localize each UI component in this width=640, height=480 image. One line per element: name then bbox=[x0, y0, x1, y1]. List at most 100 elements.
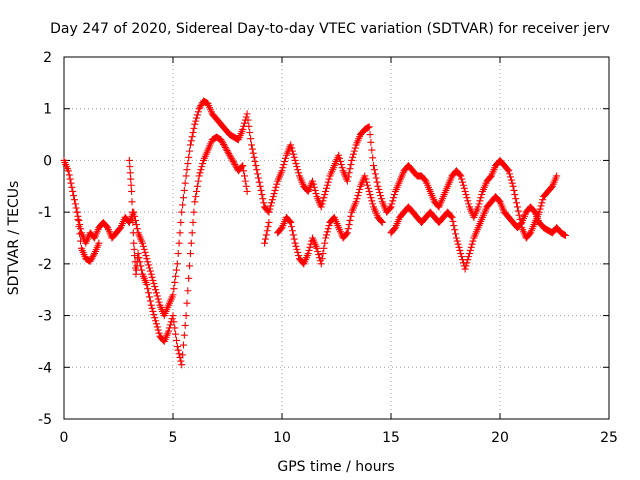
data-point-fill bbox=[537, 202, 545, 210]
data-point-fill bbox=[390, 194, 398, 202]
data-point-fill bbox=[189, 218, 197, 226]
data-point-fill bbox=[133, 225, 141, 233]
data-point-fill bbox=[266, 205, 274, 213]
data-point-fill bbox=[372, 174, 380, 182]
data-point bbox=[561, 231, 569, 239]
data-point bbox=[239, 125, 247, 133]
data-point-fill bbox=[318, 255, 326, 263]
data-point-fill bbox=[371, 170, 379, 178]
data-point-fill bbox=[190, 124, 198, 132]
x-tick-label: 15 bbox=[382, 430, 400, 446]
y-tick-label: -3 bbox=[38, 309, 52, 325]
data-point-fill bbox=[140, 245, 148, 253]
data-point-fill bbox=[290, 235, 298, 243]
data-point-fill bbox=[507, 176, 515, 184]
data-point bbox=[195, 172, 203, 180]
data-point-fill bbox=[495, 197, 503, 205]
data-point-fill bbox=[126, 163, 134, 171]
x-tick-label: 0 bbox=[60, 430, 69, 446]
data-point-fill bbox=[130, 245, 138, 253]
data-point bbox=[457, 250, 465, 258]
data-point-fill bbox=[65, 171, 73, 179]
data-point bbox=[169, 312, 177, 320]
data-point bbox=[152, 286, 160, 294]
data-point-fill bbox=[254, 174, 262, 182]
data-point-fill bbox=[271, 186, 279, 194]
data-point-fill bbox=[179, 351, 187, 359]
data-point-fill bbox=[180, 331, 188, 339]
data-point-fill bbox=[77, 237, 85, 245]
data-point-fill bbox=[349, 153, 357, 161]
data-point bbox=[221, 144, 229, 151]
data-point-fill bbox=[319, 197, 327, 205]
data-point-fill bbox=[181, 179, 189, 187]
data-point-fill bbox=[153, 292, 161, 300]
data-point bbox=[278, 167, 286, 175]
data-point-fill bbox=[189, 129, 197, 137]
data-point bbox=[186, 141, 194, 149]
data-point-fill bbox=[219, 139, 227, 147]
data-point-fill bbox=[145, 293, 153, 301]
data-point bbox=[173, 343, 181, 351]
data-point-fill bbox=[222, 145, 230, 153]
data-point-fill bbox=[463, 194, 471, 202]
x-axis-label: GPS time / hours bbox=[277, 459, 394, 475]
data-point-fill bbox=[314, 247, 322, 255]
data-point-fill bbox=[241, 119, 249, 127]
data-point-fill bbox=[511, 191, 519, 199]
data-point-fill bbox=[288, 223, 296, 231]
data-point-fill bbox=[377, 195, 385, 203]
data-point bbox=[178, 361, 186, 369]
data-point-fill bbox=[323, 181, 331, 189]
data-point-fill bbox=[366, 191, 374, 199]
data-point-fill bbox=[453, 237, 461, 245]
data-point bbox=[217, 136, 225, 144]
data-point-fill bbox=[246, 129, 254, 137]
data-point-fill bbox=[456, 246, 464, 254]
data-point-fill bbox=[319, 250, 327, 258]
data-point bbox=[317, 260, 325, 268]
data-point-fill bbox=[322, 184, 330, 192]
data-point-fill bbox=[530, 207, 538, 215]
data-point-fill bbox=[145, 261, 153, 269]
data-point bbox=[195, 105, 203, 113]
data-point bbox=[191, 198, 199, 206]
data-point-fill bbox=[295, 169, 303, 177]
data-point-fill bbox=[324, 225, 332, 233]
data-point-fill bbox=[183, 299, 191, 307]
data-point-fill bbox=[131, 212, 139, 220]
data-point-fill bbox=[281, 154, 289, 162]
data-point-fill bbox=[292, 160, 300, 168]
data-point bbox=[370, 162, 378, 170]
x-tick-label: 10 bbox=[273, 430, 291, 446]
data-point-fill bbox=[367, 138, 375, 146]
data-point bbox=[509, 182, 517, 190]
data-point-fill bbox=[174, 250, 182, 258]
data-point-fill bbox=[337, 161, 345, 169]
data-point-fill bbox=[245, 122, 253, 130]
data-point-fill bbox=[377, 192, 385, 200]
data-point-fill bbox=[468, 240, 476, 248]
data-point-fill bbox=[193, 182, 201, 190]
data-point bbox=[182, 172, 190, 180]
data-point bbox=[448, 213, 456, 221]
data-point bbox=[265, 208, 273, 216]
data-point-fill bbox=[356, 185, 364, 193]
data-point-fill bbox=[513, 199, 521, 207]
data-point-fill bbox=[146, 297, 154, 305]
data-point-fill bbox=[309, 180, 317, 188]
data-point-fill bbox=[137, 262, 145, 270]
data-point-fill bbox=[224, 148, 232, 156]
data-point-fill bbox=[183, 166, 191, 174]
data-point-fill bbox=[290, 153, 298, 161]
data-point-fill bbox=[526, 230, 534, 238]
data-point bbox=[348, 156, 356, 164]
data-point bbox=[191, 120, 199, 128]
data-point bbox=[291, 239, 299, 247]
data-point-fill bbox=[350, 147, 358, 155]
data-point-fill bbox=[232, 162, 240, 170]
data-point-fill bbox=[325, 222, 333, 230]
data-point-fill bbox=[289, 231, 297, 239]
data-point-fill bbox=[375, 185, 383, 193]
